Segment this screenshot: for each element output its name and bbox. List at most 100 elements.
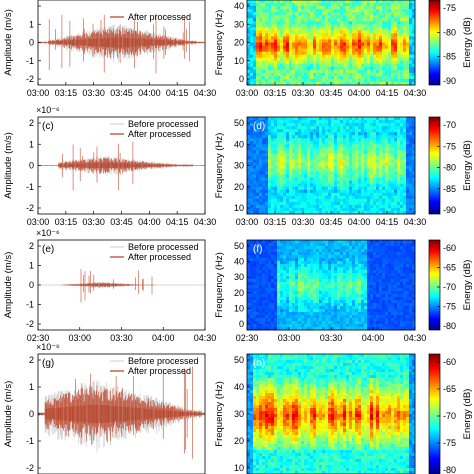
spectrogram-cell	[394, 63, 398, 68]
spectrogram-cell	[382, 81, 386, 86]
spectrogram-cell	[367, 282, 371, 286]
spectrogram-cell	[322, 183, 326, 188]
spectrogram-cell	[250, 183, 254, 188]
spectrogram-cell	[376, 288, 380, 292]
spectrogram-cell	[313, 240, 317, 244]
spectrogram-cell	[295, 42, 299, 46]
spectrogram-cell	[325, 183, 329, 188]
spectrogram-cell	[388, 210, 392, 215]
spectrogram-cell	[361, 297, 365, 301]
spectrogram-cell	[328, 126, 332, 130]
spectrogram-cell	[388, 294, 392, 298]
spectrogram-cell	[250, 270, 254, 274]
spectrogram-cell	[352, 120, 356, 124]
spectrogram-cell	[388, 306, 392, 310]
spectrogram-cell	[352, 249, 356, 253]
spectrogram-cell	[289, 291, 293, 295]
spectrogram-cell	[397, 156, 401, 160]
spectrogram-cell	[313, 66, 317, 71]
spectrogram-cell	[331, 132, 335, 136]
spectrogram-cell	[406, 6, 410, 10]
spectrogram-cell	[370, 177, 374, 182]
spectrogram-cell	[376, 27, 380, 31]
spectrogram-cell	[328, 39, 332, 43]
spectrogram-cell	[325, 15, 329, 19]
spectrogram-cell	[304, 36, 308, 40]
spectrogram-cell	[268, 132, 272, 136]
spectrogram-cell	[283, 30, 287, 34]
amplitude-exponent: ×10⁻⁶	[36, 105, 60, 115]
spectrogram-cell	[376, 240, 380, 244]
spectrogram-cell	[400, 54, 404, 59]
spectrogram-cell	[280, 240, 284, 244]
spectrogram-cell	[370, 174, 374, 179]
spectrogram-cell	[265, 48, 269, 53]
spectrogram-cell	[400, 15, 404, 19]
spectrogram-cell	[265, 45, 269, 49]
spectrogram-cell	[316, 270, 320, 274]
spectrogram-cell	[319, 270, 323, 274]
spectrogram-cell	[346, 30, 350, 34]
spectrogram-cell	[283, 141, 287, 145]
spectrogram-cell	[265, 153, 269, 157]
spectrogram-cell	[256, 6, 260, 10]
spectrogram-cell	[373, 309, 377, 313]
spectrogram-cell	[349, 72, 353, 77]
spectrogram-cell	[346, 36, 350, 40]
spectrogram-cell	[328, 60, 332, 65]
spectrogram-cell	[367, 30, 371, 34]
spectrogram-cell	[310, 75, 314, 80]
spectrogram-cell	[310, 189, 314, 194]
spectrogram-cell	[289, 312, 293, 316]
spectrogram-cell	[313, 297, 317, 301]
spectrogram-cell	[337, 45, 341, 49]
spectrogram-cell	[352, 177, 356, 182]
spectrogram-cell	[328, 192, 332, 197]
spectrogram-cell	[295, 75, 299, 80]
spectrogram-cell	[298, 0, 302, 4]
spectrogram-cell	[253, 141, 257, 145]
spectrogram-cell	[268, 252, 272, 256]
spectrogram-cell	[256, 69, 260, 74]
spectrogram-cell	[253, 282, 257, 286]
spectrogram-cell	[307, 54, 311, 59]
spectrogram-cell	[256, 120, 260, 124]
spectrogram-cell	[412, 171, 416, 175]
spectrogram-cell	[250, 24, 254, 28]
spectrogram-cell	[301, 171, 305, 175]
spectrogram-cell	[283, 186, 287, 191]
spectrogram-cell	[292, 321, 296, 325]
spectrogram-cell	[385, 120, 389, 124]
spectrogram-cell	[286, 60, 290, 65]
spectrogram-cell	[319, 12, 323, 16]
spectrogram-cell	[412, 0, 416, 4]
spectrogram-cell	[397, 81, 401, 86]
spectrogram-cell	[406, 21, 410, 25]
spectrogram-cell	[361, 252, 365, 256]
spectrogram-cell	[379, 63, 383, 68]
spectrogram-cell	[298, 171, 302, 175]
spectrogram-cell	[361, 3, 365, 7]
spectrogram-cell	[367, 240, 371, 244]
spectrogram-cell	[382, 321, 386, 325]
spectrogram-cell	[286, 306, 290, 310]
spectrogram-cell	[337, 72, 341, 77]
spectrogram-cell	[361, 267, 365, 271]
spectrogram-cell	[328, 48, 332, 53]
spectrogram-cell	[349, 279, 353, 283]
spectrogram-cell	[301, 24, 305, 28]
spectrogram-cell	[334, 30, 338, 34]
spectrogram-cell	[256, 81, 260, 86]
spectrogram-cell	[379, 132, 383, 136]
spectrogram-cell	[298, 327, 302, 331]
spectrogram-cell	[388, 165, 392, 169]
spectrogram-cell	[307, 303, 311, 307]
spectrogram-cell	[343, 27, 347, 31]
spectrogram-cell	[391, 258, 395, 262]
spectrogram-cell	[382, 6, 386, 10]
spectrogram-cell	[349, 291, 353, 295]
frequency-tick-label: 30	[234, 161, 244, 171]
spectrogram-cell	[388, 267, 392, 271]
spectrogram-cell	[337, 147, 341, 151]
spectrogram-cell	[406, 207, 410, 212]
